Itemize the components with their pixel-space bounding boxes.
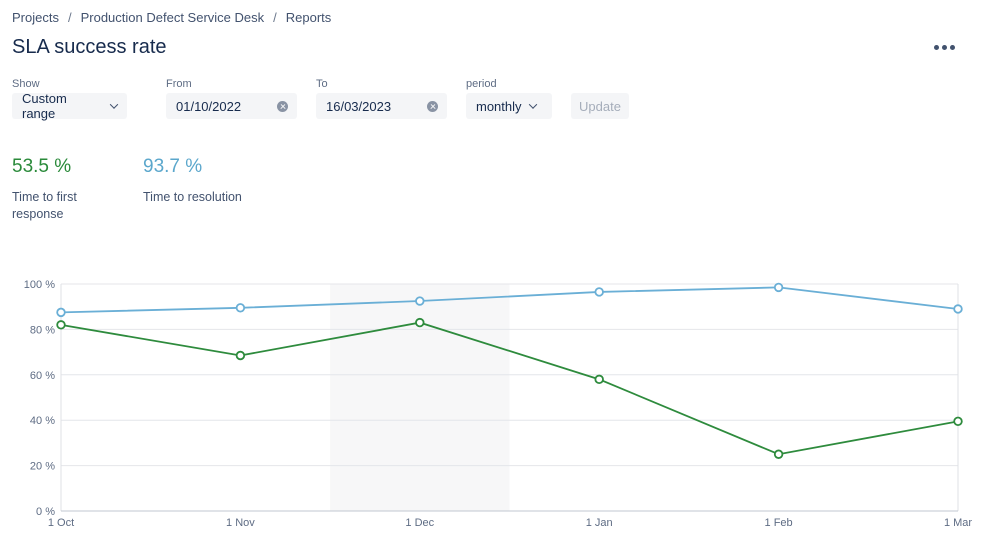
y-tick-label: 100 %	[24, 279, 55, 291]
x-tick-label: 1 Feb	[765, 517, 793, 529]
y-tick-label: 80 %	[30, 324, 55, 336]
metric-value-first-response: 53.5 %	[12, 156, 72, 177]
period-label: period	[466, 78, 497, 90]
clear-icon[interactable]	[277, 101, 288, 112]
data-point	[415, 317, 425, 328]
x-tick-label: 1 Nov	[226, 517, 255, 529]
data-point	[235, 350, 246, 361]
to-label: To	[316, 78, 328, 90]
metric-value-resolution: 93.7 %	[143, 156, 203, 177]
x-tick-label: 1 Jan	[586, 517, 613, 529]
breadcrumb-separator: /	[273, 10, 277, 25]
x-tick-label: 1 Oct	[48, 517, 74, 529]
data-point	[773, 282, 784, 293]
more-actions-button[interactable]	[928, 34, 960, 60]
series-line	[60, 321, 959, 456]
show-select[interactable]: Custom range	[12, 91, 127, 121]
y-tick-label: 40 %	[30, 415, 55, 427]
show-select-value: Custom range	[22, 91, 67, 121]
y-tick-label: 0 %	[36, 506, 55, 518]
breadcrumb-service-desk[interactable]: Production Defect Service Desk	[80, 10, 265, 25]
show-label: Show	[12, 78, 40, 90]
data-point	[415, 296, 425, 306]
metric-label-resolution: Time to resolution	[143, 190, 242, 204]
breadcrumb: Projects / Production Defect Service Des…	[12, 10, 331, 25]
y-tick-label: 20 %	[30, 461, 55, 473]
to-date-input[interactable]: 16/03/2023	[316, 93, 447, 119]
chevron-down-icon	[109, 100, 119, 109]
from-label: From	[166, 78, 192, 90]
data-point	[594, 374, 604, 385]
period-select[interactable]: monthly	[466, 93, 552, 119]
data-point	[56, 307, 66, 318]
period-select-value: monthly	[476, 98, 522, 114]
series-line	[60, 286, 959, 314]
chevron-down-icon	[528, 100, 537, 109]
data-point	[56, 320, 66, 330]
data-point	[235, 303, 246, 313]
breadcrumb-reports[interactable]: Reports	[285, 10, 332, 25]
page-title: SLA success rate	[12, 36, 167, 58]
y-tick-label: 60 %	[30, 370, 55, 382]
data-point	[953, 416, 963, 427]
more-horizontal-icon	[933, 44, 939, 50]
clear-icon[interactable]	[427, 101, 438, 112]
to-date-value: 16/03/2023	[326, 98, 392, 114]
update-button[interactable]: Update	[571, 93, 629, 119]
data-point	[953, 304, 963, 314]
x-tick-label: 1 Mar	[944, 517, 972, 529]
breadcrumb-separator: /	[67, 10, 72, 25]
from-date-input[interactable]: 01/10/2022	[166, 93, 297, 119]
metric-label-first-response: Time to first response	[12, 190, 77, 221]
breadcrumb-projects[interactable]: Projects	[12, 10, 59, 25]
sla-line-chart: 0 % 20 % 40 % 60 % 80 % 100 % 1 Oct 1 Nov 1 Dec 1…	[24, 279, 973, 529]
from-date-value: 01/10/2022	[176, 98, 242, 114]
data-point	[594, 287, 604, 297]
data-point	[773, 449, 784, 459]
x-tick-label: 1 Dec	[405, 517, 434, 529]
